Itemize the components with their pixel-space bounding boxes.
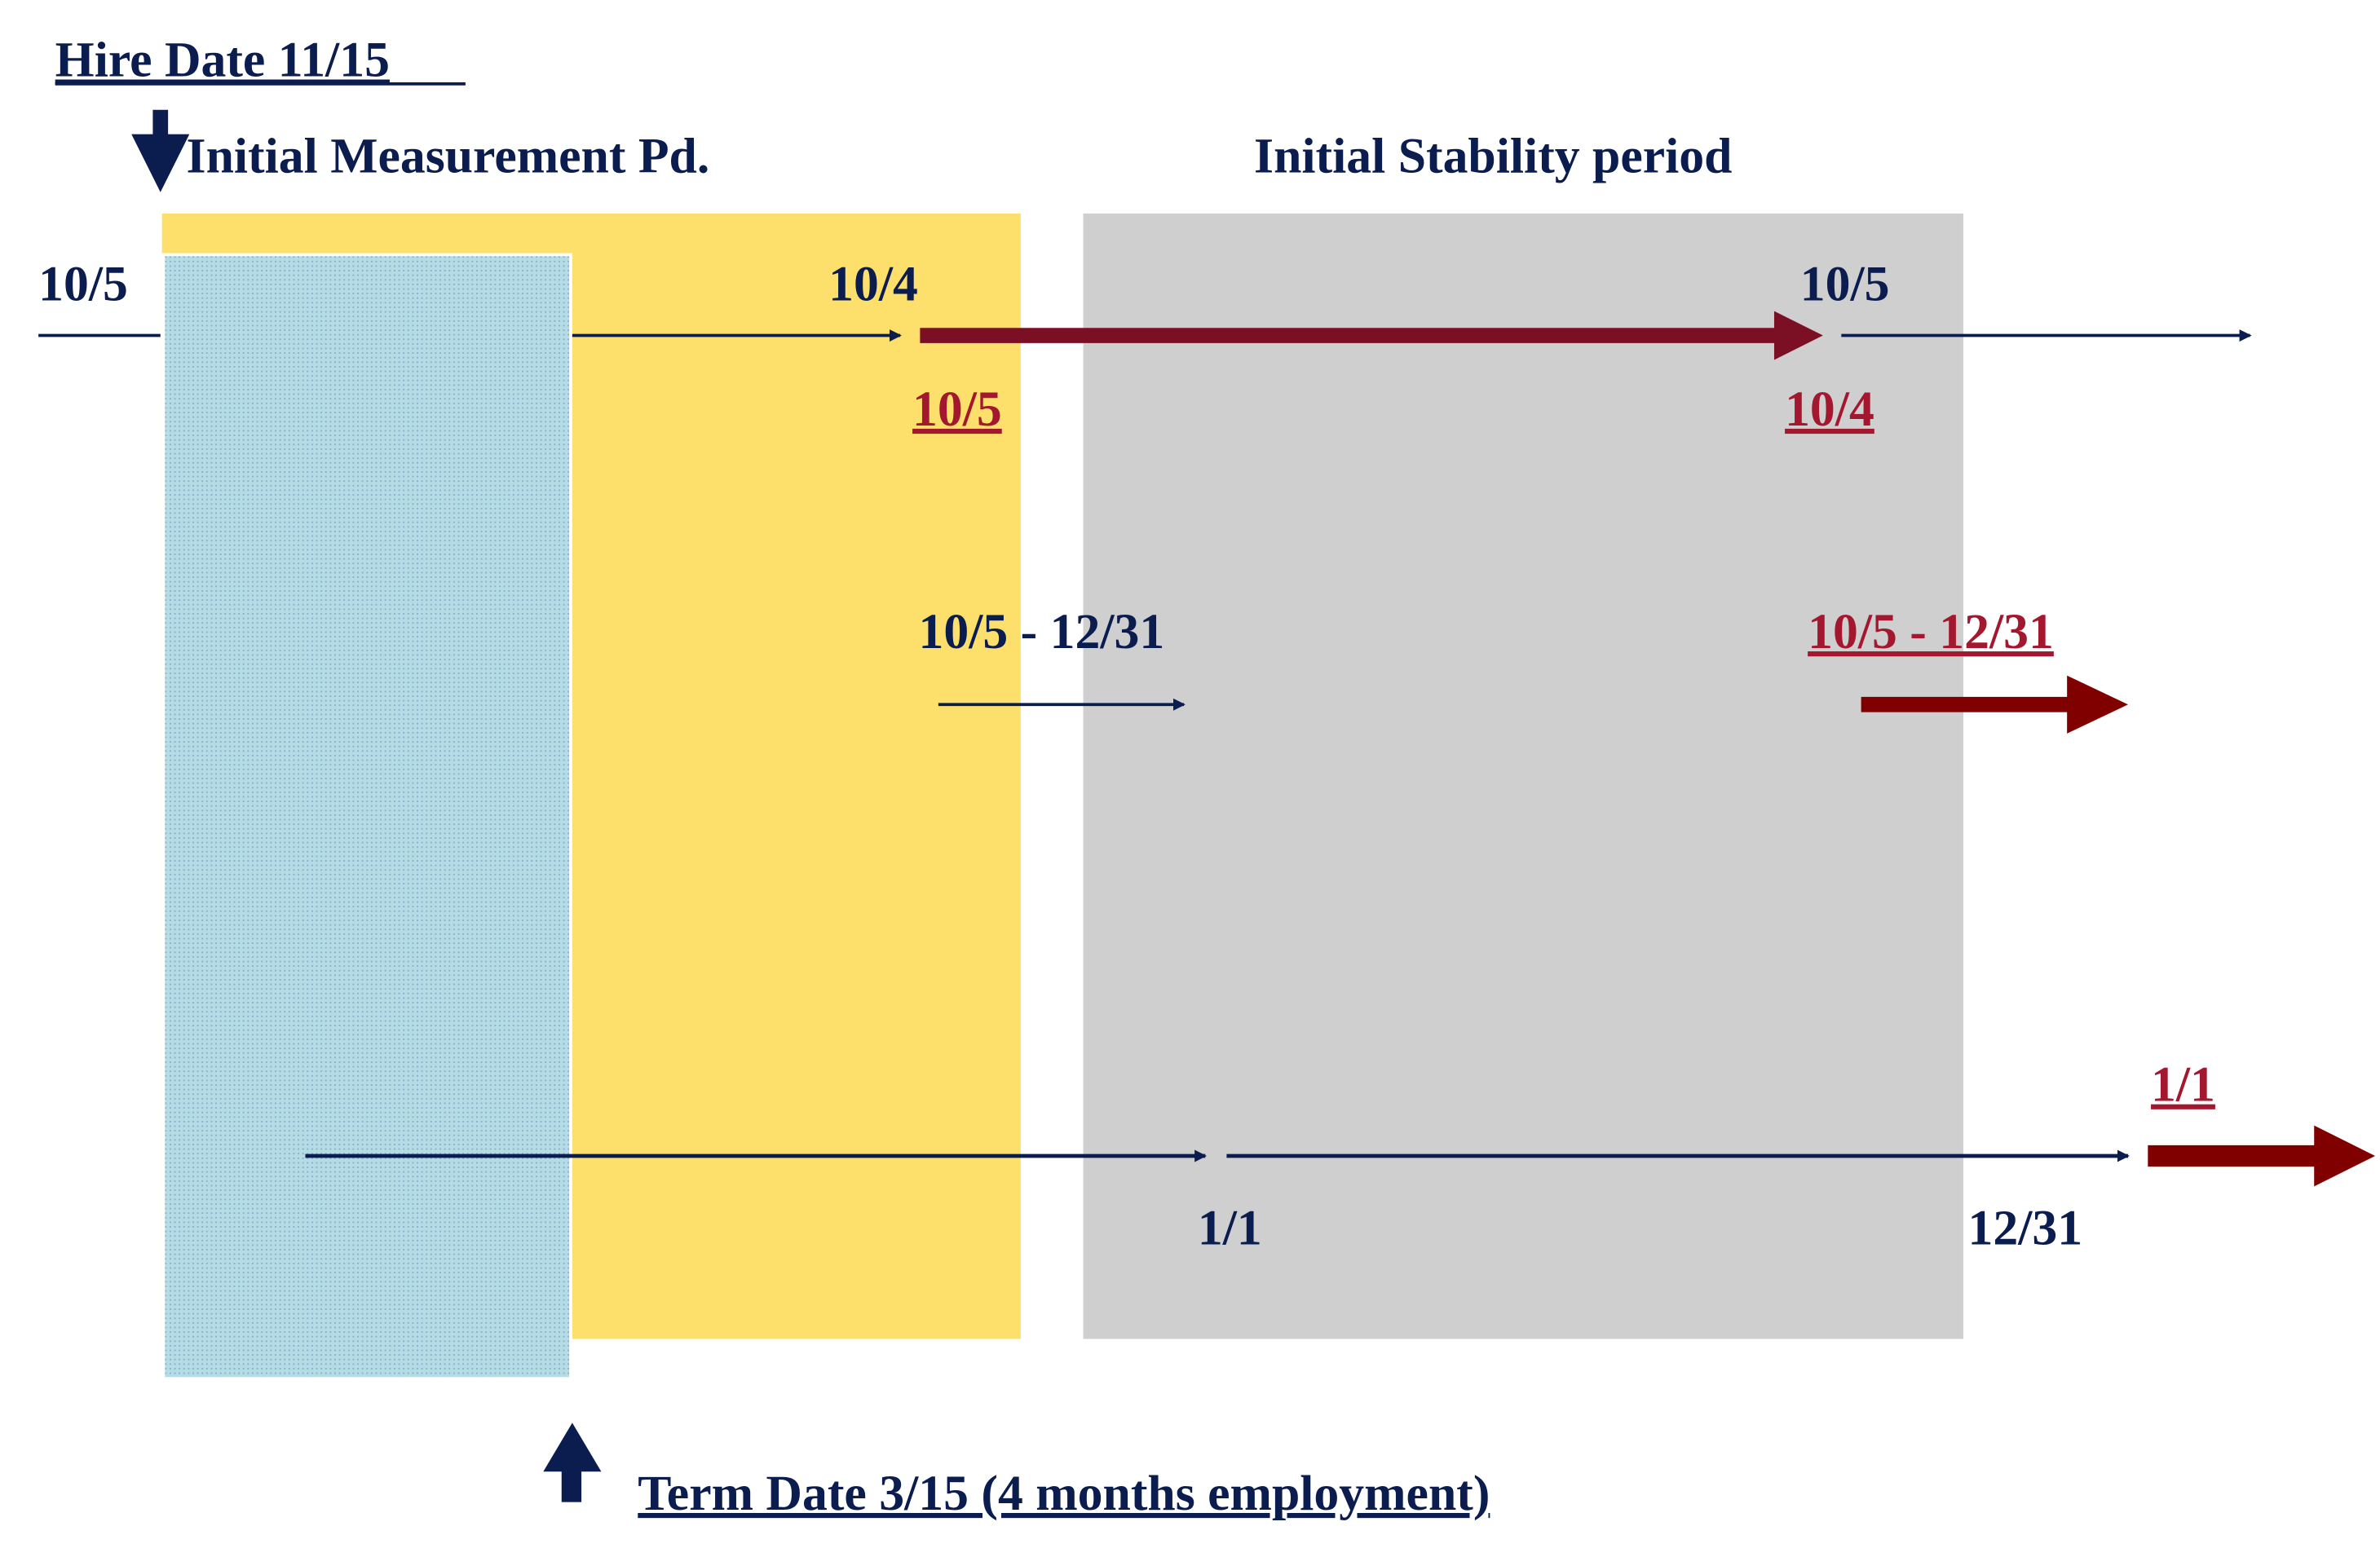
- arrow-up-icon: [543, 1422, 602, 1502]
- row1-stability-end-label: 10/4: [1785, 382, 1874, 437]
- row2-range-label: 10/5 - 12/31: [919, 604, 1165, 659]
- row3-red-arrow: [2148, 1125, 2376, 1187]
- term-date-label: Term Date 3/15 (4 months employment): [638, 1466, 1490, 1521]
- row1-next-start-label: 10/5: [1800, 257, 1890, 312]
- employment-duration-block: [161, 253, 572, 1380]
- row3-year-end-label: 12/31: [1968, 1201, 2083, 1256]
- row2-red-arrow: [1861, 675, 2128, 734]
- initial-measurement-label: Initial Measurement Pd.: [187, 128, 710, 183]
- initial-stability-period-block: [1083, 213, 1963, 1339]
- row3-red-start-label: 1/1: [2151, 1057, 2215, 1113]
- row1-stability-start-label: 10/5: [912, 382, 1002, 437]
- row1-measurement-end-label: 10/4: [828, 257, 918, 312]
- row2-red-range-label: 10/5 - 12/31: [1808, 604, 2054, 659]
- arrow-down-icon: [131, 109, 190, 192]
- row3-year-start-label: 1/1: [1198, 1201, 1262, 1256]
- row1-start-label: 10/5: [38, 257, 128, 312]
- hire-date-label: Hire Date 11/15: [55, 33, 390, 88]
- row1-stability-arrow: [920, 311, 1823, 360]
- initial-stability-label: Initial Stability period: [1254, 128, 1732, 183]
